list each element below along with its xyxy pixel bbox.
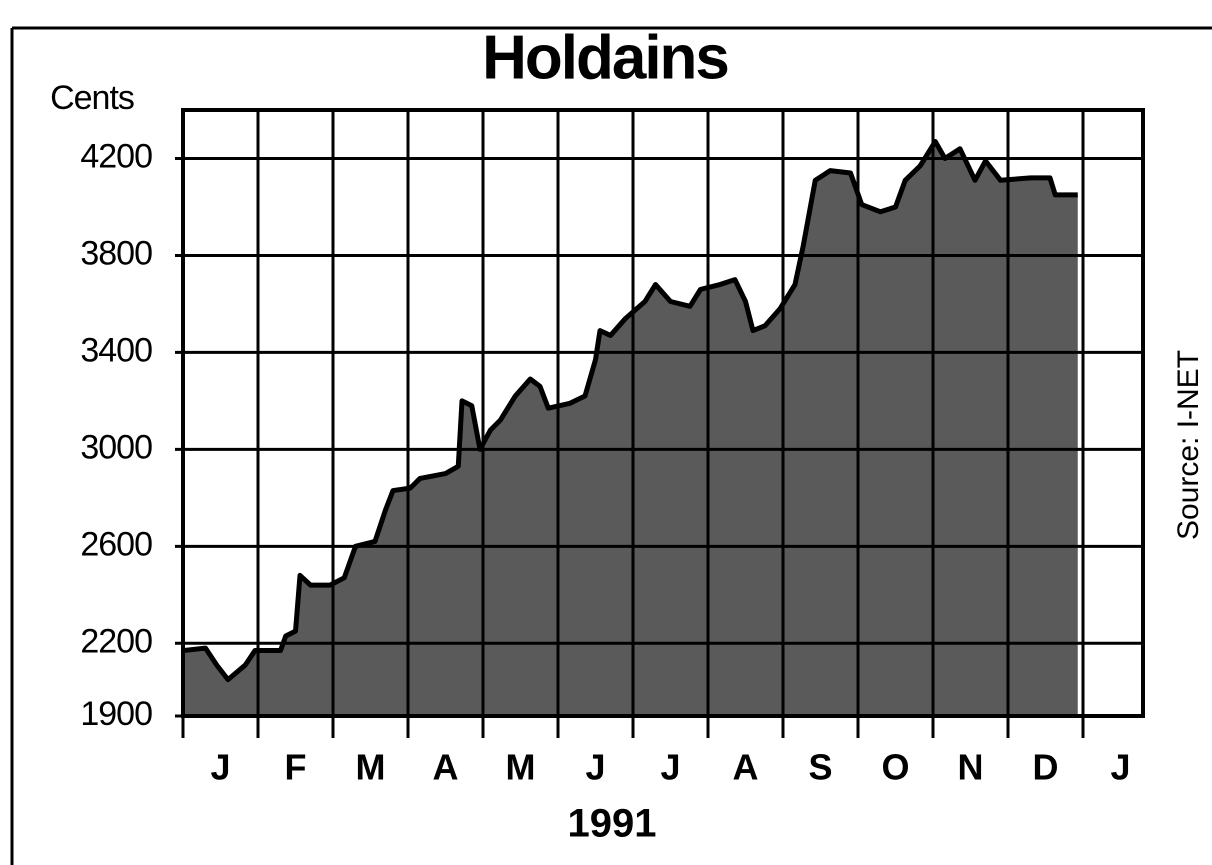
y-tick-label: 2600 [80, 525, 152, 563]
y-tick-label: 3800 [80, 234, 152, 272]
plot-frame [181, 108, 1145, 718]
x-tick-label: M [506, 747, 536, 788]
x-tick-label: J [210, 747, 230, 788]
x-tick-label: A [433, 747, 459, 788]
y-tick-label: 4200 [80, 137, 152, 175]
area-line [182, 139, 1078, 683]
y-axis-label: Cents [50, 79, 134, 117]
x-tick-label: J [660, 747, 680, 788]
x-tick-label: O [881, 747, 909, 788]
x-tick-label: J [585, 747, 605, 788]
x-axis-label: 1991 [568, 802, 657, 846]
x-tick-label: F [285, 747, 307, 788]
y-tick-label: 3000 [80, 428, 152, 466]
x-tick-label: N [958, 747, 984, 788]
x-tick-label: D [1033, 747, 1059, 788]
y-tick-label: 2200 [80, 622, 152, 660]
chart-title: Holdains [482, 23, 728, 92]
y-tick-label: 1900 [80, 695, 152, 733]
area-fill [183, 141, 1078, 717]
x-tick-label: M [356, 747, 386, 788]
x-tick-label: J [1110, 747, 1130, 788]
source-note: Source: I-NET [1172, 350, 1205, 540]
x-tick-label: S [808, 747, 832, 788]
y-tick-label: 3400 [80, 331, 152, 369]
x-tick-label: A [733, 747, 759, 788]
